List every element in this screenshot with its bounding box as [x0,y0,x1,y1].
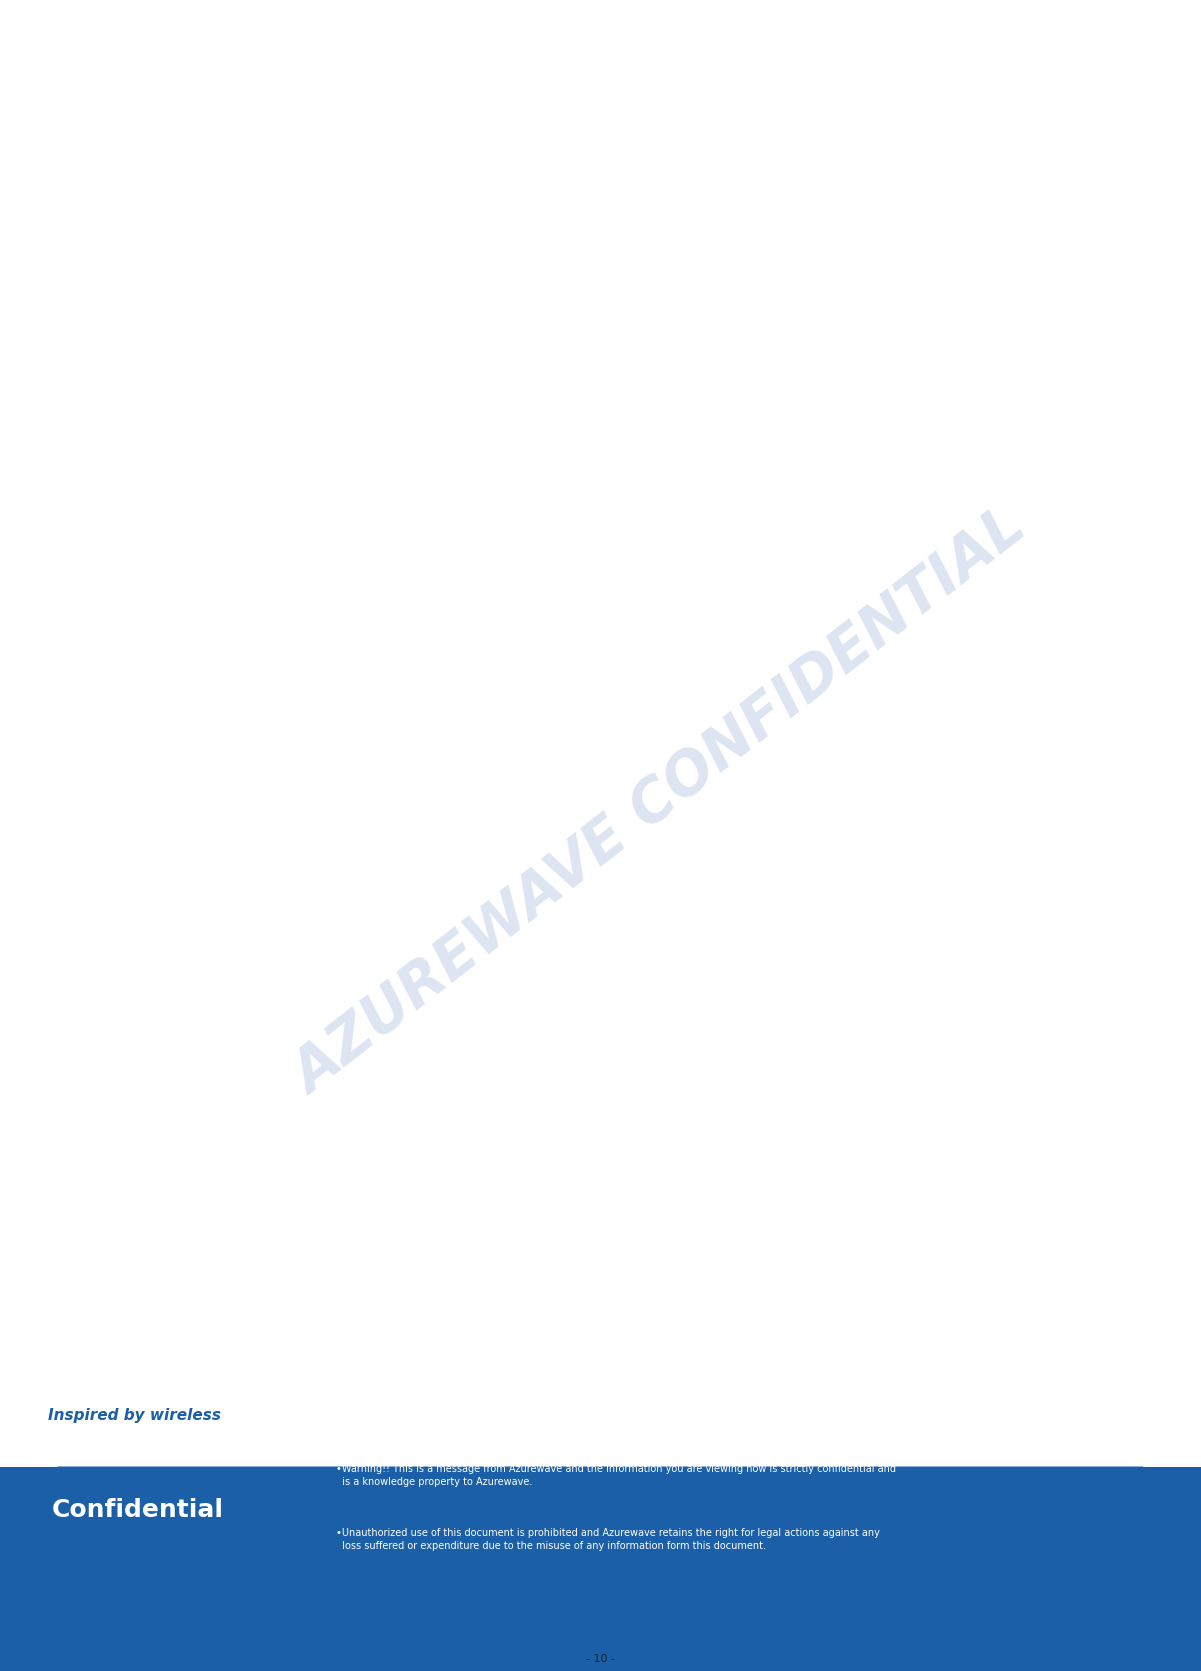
Text: www.azurewave.com: www.azurewave.com [1010,28,1171,43]
Text: Special interrupt register for information exchange: Special interrupt register for informati… [35,438,389,451]
Text: I/O: I/O [346,742,364,755]
Text: SD_CMD: SD_CMD [96,672,149,685]
Text: SD_DAT[1]: SD_DAT[1] [90,904,156,917]
Text: SDIO 1-bit mode: Read Wait (optional): SDIO 1-bit mode: Read Wait (optional) [398,820,637,834]
Text: The AW-CM299 acts as the device on the SDIO bus. The host unit can access regist: The AW-CM299 acts as the device on the S… [35,262,783,296]
Bar [35,871,1166,951]
Bar [35,531,1166,590]
Text: Supports SDIO 3.0 Standard: Supports SDIO 3.0 Standard [35,373,231,386]
Text: I/O: I/O [346,984,364,998]
Text: DAT0: DAT0 [247,984,280,998]
Text: Pin  Name: Pin Name [86,566,159,580]
Bar [30,8,104,89]
Text: SDIO SPI mode: Chip select (active low): SDIO SPI mode: Chip select (active low) [398,762,646,775]
Bar [35,648,1166,709]
Text: SDIO 1-bit mode: Command line: SDIO 1-bit mode: Command line [398,658,599,672]
Text: SD_CLK: SD_CLK [98,613,147,627]
Text: AzureWave: AzureWave [115,10,343,43]
Text: 3-1. SDIO Interface: 3-1. SDIO Interface [35,159,245,177]
Text: DAT3: DAT3 [247,742,280,755]
Text: CLK: CLK [252,613,276,627]
Text: SDIO SPI mode: Data output: SDIO SPI mode: Data output [398,1004,574,1018]
Text: SD_DAT[2]: SD_DAT[2] [90,824,156,836]
Text: On-chip memory used for CIS: On-chip memory used for CIS [35,394,239,408]
Text: SDIO 4-bit mode: Data line bit [2] or Read Wait (optional): SDIO 4-bit mode: Data line bit [2] or Re… [398,799,755,812]
Text: SD_DAT[3]: SD_DAT[3] [90,742,156,755]
Text: CMD: CMD [250,672,279,685]
Text: 3-1-1. SDIO Interface Signal Description: 3-1-1. SDIO Interface Signal Description [35,501,474,521]
Text: SDIO 1-bit mode: Interrupt: SDIO 1-bit mode: Interrupt [398,902,563,916]
Text: I/O: I/O [346,672,364,685]
Text: SDIO SPII mode: Reserved: SDIO SPII mode: Reserved [398,842,561,856]
Text: Allows card to interrupt host: Allows card to interrupt host [35,460,232,475]
Text: SDIO SPI mode: Clock: SDIO SPI mode: Clock [398,622,533,635]
Text: The AW-CM299 supports a SDIO device interface that conforms to the industry stan: The AW-CM299 supports a SDIO device inte… [35,197,799,232]
Text: - 10 -: - 10 - [586,1654,615,1664]
Text: •Warning!! This is a message from Azurewave and the information you are viewing : •Warning!! This is a message from Azurew… [336,1464,896,1487]
Text: Name: Name [244,566,285,580]
Text: •Unauthorized use of this document is prohibited and Azurewave retains the right: •Unauthorized use of this document is pr… [336,1527,880,1551]
Bar [0,1465,1201,1671]
Text: The SDIO device interface main features include:: The SDIO device interface main features … [35,326,376,339]
Text: DAT2: DAT2 [247,824,280,836]
Text: Confidential: Confidential [52,1497,225,1522]
Text: I/O: I/O [346,613,364,627]
Text: SDIO 4-bit mode: Data line bit [3]: SDIO 4-bit mode: Data line bit [3] [398,719,608,730]
Text: SDIO 4-bit mode: Data line bit [1]: SDIO 4-bit mode: Data line bit [1] [398,881,608,892]
Text: SDIO 1-bit mode: Data line: SDIO 1-bit mode: Data line [398,983,566,996]
Text: Inspired by wireless: Inspired by wireless [48,1409,221,1424]
Text: SD_DAT[0]: SD_DAT[0] [89,984,156,998]
Bar [35,951,1166,1033]
Text: Signal: Signal [243,538,286,551]
Text: SDIO SPI mode: Interrupt: SDIO SPI mode: Interrupt [398,924,554,937]
Bar [35,709,1166,789]
Text: SDIO 1-bit mode: Clock: SDIO 1-bit mode: Clock [398,600,543,613]
Text: Supports SPI, 1-bit SDIO, and 4-bit SDIO transfer modes: Supports SPI, 1-bit SDIO, and 4-bit SDIO… [35,416,423,429]
Text: Type: Type [339,555,371,568]
Bar [35,590,1166,648]
Text: I/O: I/O [346,904,364,917]
Text: I/O: I/O [346,824,364,836]
Text: SDIO SPI mode: Data input: SDIO SPI mode: Data input [398,682,566,693]
Text: Description: Description [739,566,819,580]
Text: 3. Host Interfaces: 3. Host Interfaces [35,110,273,134]
Text: AzureWave  Technologies,  Inc.: AzureWave Technologies, Inc. [115,60,309,74]
Text: SDIO 4-bit mode: Data line bit [0]: SDIO 4-bit mode: Data line bit [0] [398,961,608,974]
Text: SDIO 1-bit mode: Not used: SDIO 1-bit mode: Not used [398,740,564,754]
Text: DAT1: DAT1 [247,904,280,917]
Text: AZUREWAVE CONFIDENTIAL: AZUREWAVE CONFIDENTIAL [283,498,1038,1106]
Bar [35,789,1166,871]
